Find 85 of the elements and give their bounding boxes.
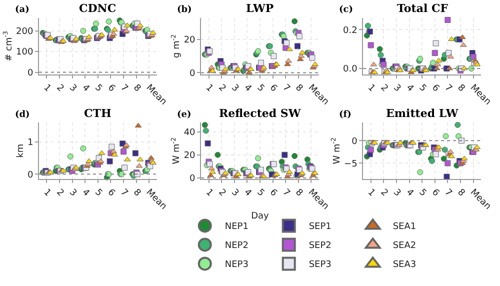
- y-axis-title: km: [16, 144, 26, 158]
- x-tick-label: 8: [455, 188, 467, 199]
- x-tick-label: 5: [416, 82, 428, 94]
- chart-title: Reflected SW: [219, 107, 302, 120]
- text: (f): [339, 110, 352, 120]
- y-tick-label: 0: [352, 136, 358, 147]
- text: (d): [15, 110, 30, 120]
- x-tick-label: 8: [293, 188, 304, 199]
- x-tick-label: 4: [404, 82, 416, 94]
- text: (a): [15, 5, 30, 15]
- x-tick-label: 5: [92, 82, 104, 94]
- y-tick-label: −5: [344, 159, 358, 170]
- x-axis-title: Day: [251, 212, 270, 222]
- x-tick-label: 2: [216, 188, 228, 199]
- x-tick-label: 7: [442, 188, 454, 199]
- x-tick-label: 3: [391, 82, 402, 94]
- legend-label: SEA1: [392, 222, 416, 232]
- y-tick-label: 0: [190, 174, 196, 184]
- legend-label: SEA3: [392, 260, 416, 270]
- x-tick-label: 4: [404, 188, 416, 199]
- x-tick-label: 8: [131, 82, 142, 94]
- x-tick-label: 6: [268, 188, 279, 199]
- x-tick-label: 8: [455, 82, 467, 94]
- chart-title: Emitted LW: [386, 107, 459, 120]
- y-tick-label: 1: [27, 138, 34, 148]
- x-tick-label: 3: [67, 188, 78, 199]
- chart-title: Total CF: [397, 2, 448, 15]
- x-tick-label: 7: [118, 82, 130, 94]
- x-tick-label: 3: [391, 188, 402, 199]
- y-tick-label: 0: [27, 170, 34, 180]
- x-tick-label: 5: [254, 188, 266, 199]
- y-tick-label: 0.0: [343, 64, 358, 75]
- x-tick-label: 7: [280, 188, 292, 199]
- legend-label: NEP1: [224, 222, 248, 232]
- x-tick-label: 1: [366, 82, 377, 94]
- legend-label: NEP3: [224, 260, 248, 270]
- text: (c): [339, 5, 353, 15]
- x-tick-label: 8: [293, 82, 304, 94]
- legend-label: SEP3: [308, 260, 332, 270]
- x-tick-label: 5: [92, 188, 104, 199]
- x-tick-label: 7: [118, 188, 130, 199]
- x-tick-label: 1: [41, 188, 53, 199]
- x-tick-label: 6: [430, 188, 441, 199]
- x-tick-label: 7: [442, 82, 454, 94]
- chart-title: CTH: [84, 107, 112, 120]
- x-tick-label: 8: [131, 188, 142, 199]
- x-tick-label: 6: [430, 82, 441, 94]
- y-tick-label: 200: [16, 26, 34, 37]
- x-tick-label: 2: [54, 188, 66, 199]
- x-tick-label: 1: [203, 82, 215, 94]
- legend-label: SEA2: [392, 241, 416, 252]
- y-tick-label: 100: [16, 48, 34, 58]
- x-tick-label: 3: [229, 188, 240, 199]
- legend-label: SEP1: [308, 222, 332, 232]
- x-tick-label: 6: [105, 188, 117, 199]
- x-tick-label: 4: [242, 188, 254, 199]
- x-tick-label: 3: [67, 82, 78, 94]
- legend-label: SEP2: [308, 241, 332, 252]
- x-tick-label: 4: [80, 82, 92, 94]
- x-tick-label: 2: [378, 188, 390, 199]
- x-tick-label: 4: [242, 82, 254, 94]
- y-tick-label: 20: [184, 151, 196, 161]
- x-tick-label: 5: [254, 82, 266, 94]
- chart-title: LWP: [246, 2, 274, 15]
- y-tick-label: 20: [184, 36, 196, 46]
- x-tick-label: 3: [229, 82, 240, 94]
- x-tick-label: 1: [366, 188, 377, 199]
- x-tick-label: 7: [280, 82, 292, 94]
- text: (b): [177, 5, 192, 15]
- y-tick-label: 0: [190, 68, 196, 79]
- y-tick-label: 0.2: [343, 26, 358, 36]
- x-tick-label: 4: [80, 188, 92, 199]
- text: (e): [177, 110, 192, 120]
- x-tick-label: 2: [216, 82, 228, 94]
- x-tick-label: 1: [203, 188, 215, 199]
- x-tick-label: 5: [416, 188, 428, 199]
- y-tick-label: 0: [27, 68, 34, 78]
- x-tick-label: 2: [54, 82, 66, 94]
- y-tick-label: 40: [184, 128, 196, 138]
- x-tick-label: 2: [378, 82, 390, 94]
- legend-label: NEP2: [224, 241, 248, 252]
- x-tick-label: 1: [41, 82, 53, 94]
- x-tick-label: 6: [268, 82, 279, 94]
- chart-title: CDNC: [79, 2, 116, 15]
- x-tick-label: 6: [105, 82, 117, 94]
